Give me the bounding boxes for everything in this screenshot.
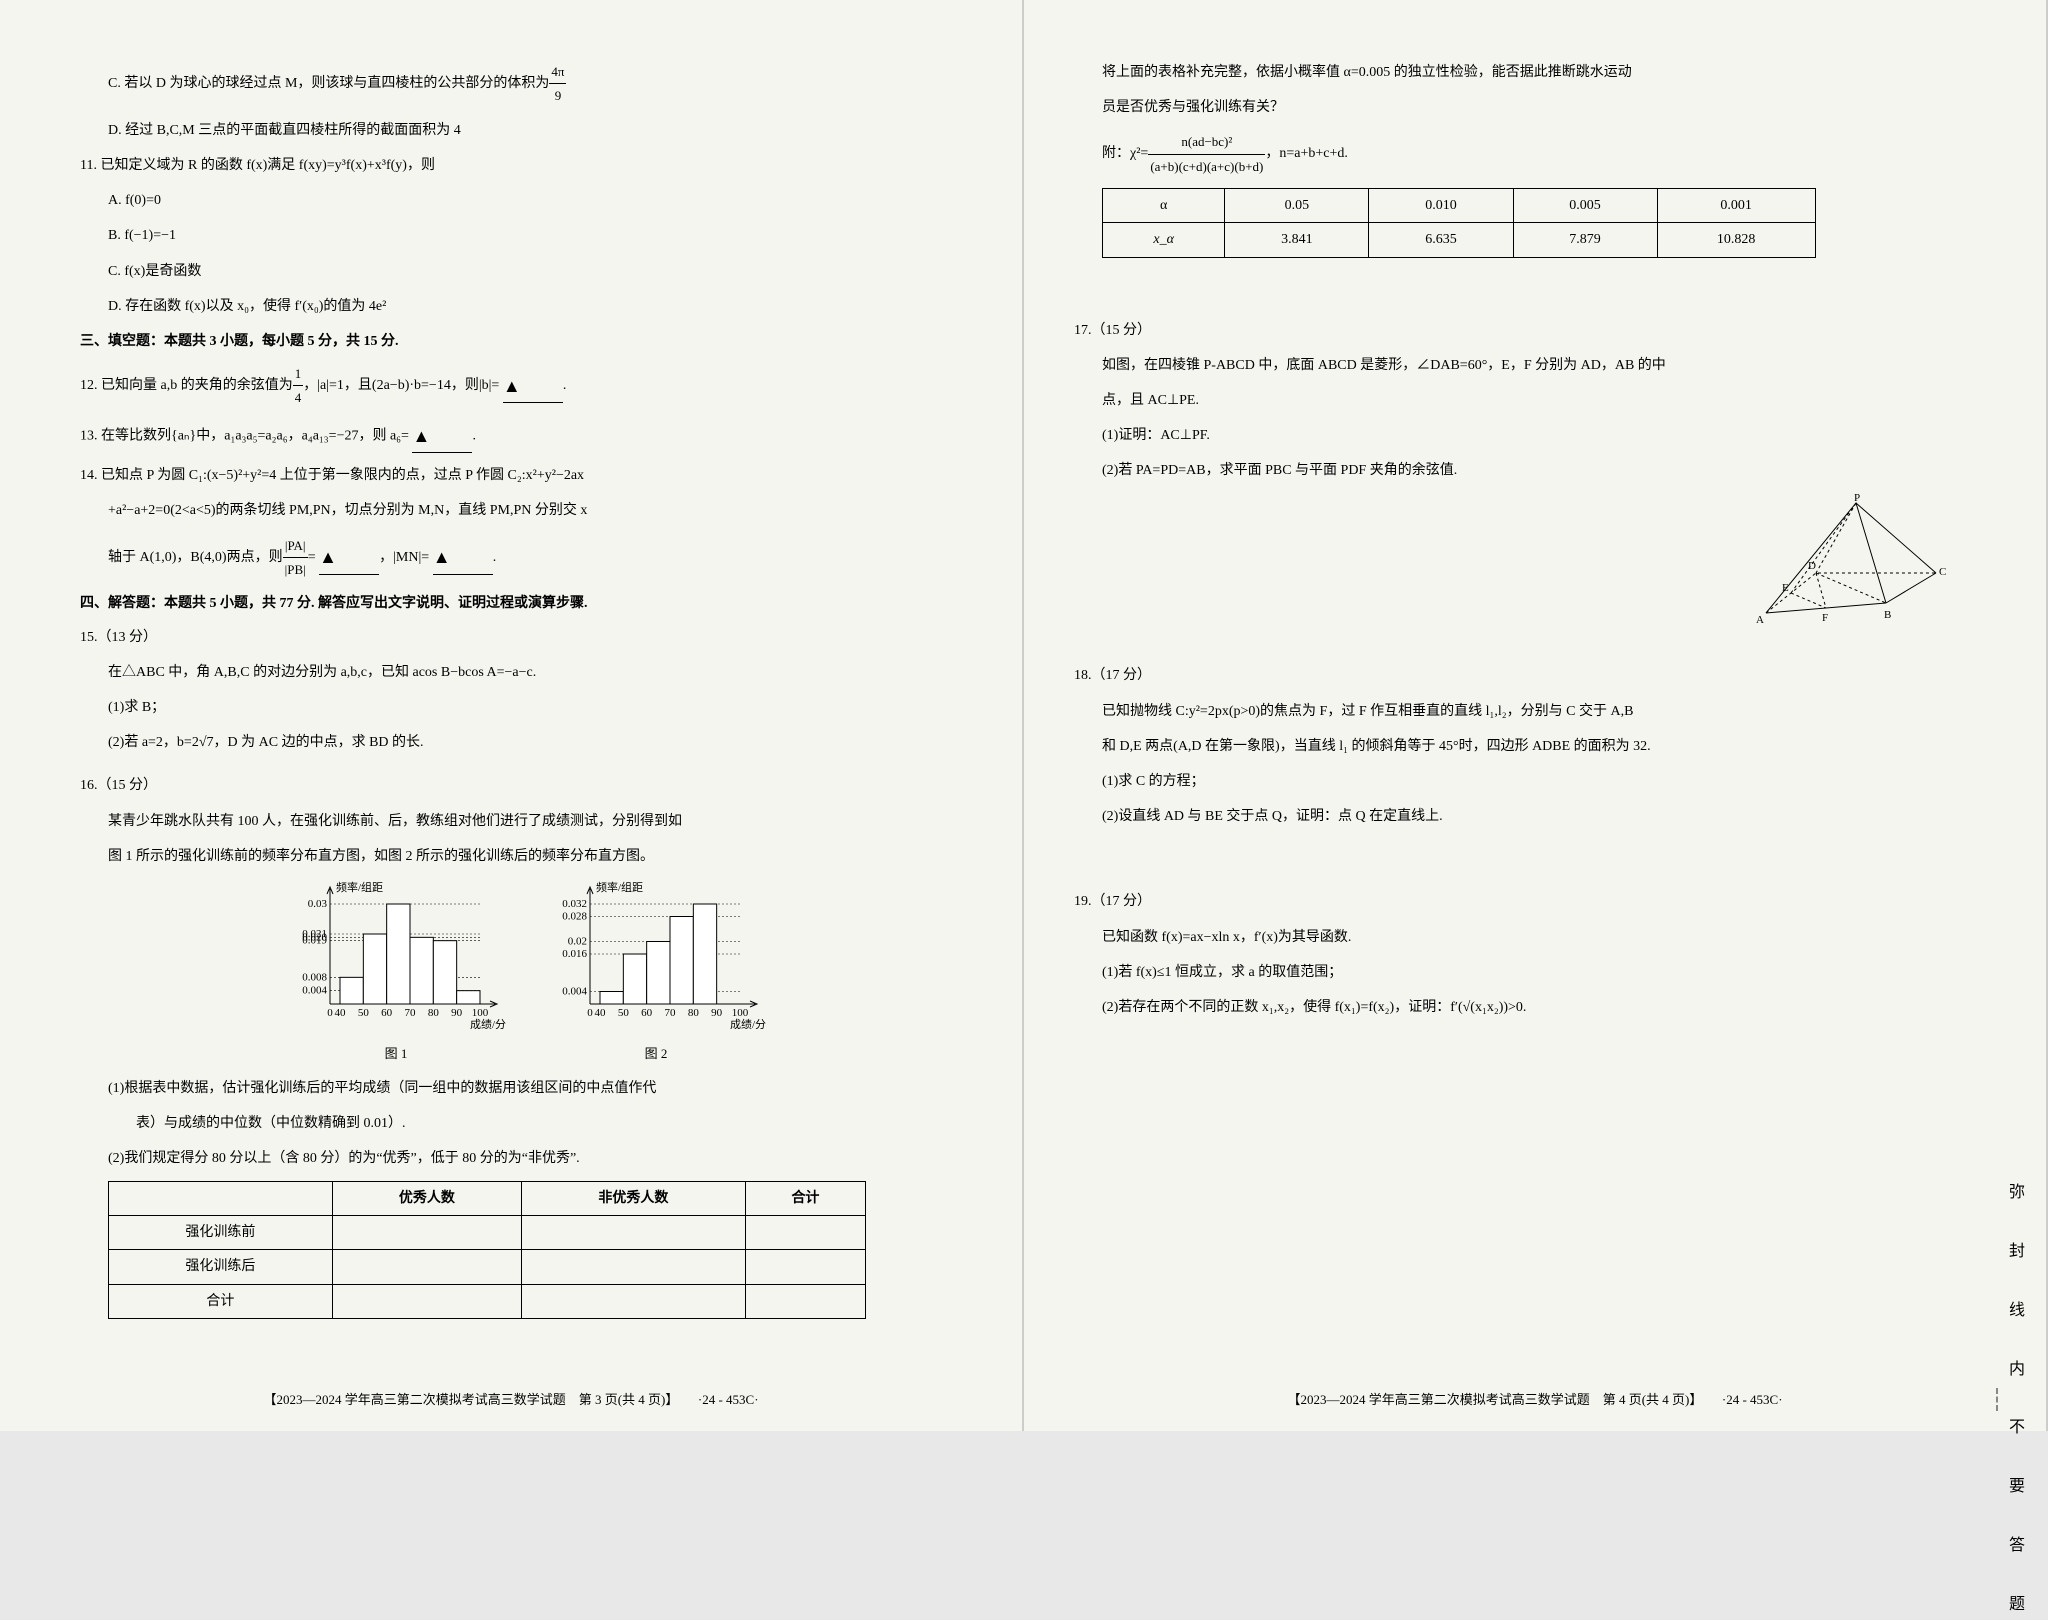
svg-text:0: 0 (587, 1007, 593, 1019)
q11-option-d: D. 存在函数 f(x)以及 x₀，使得 f′(x₀)的值为 4e² (80, 294, 972, 319)
table-row: 合计 (109, 1284, 866, 1318)
table-row: 强化训练前 (109, 1216, 866, 1250)
svg-text:0: 0 (327, 1007, 333, 1019)
q17-stem-a: 如图，在四棱锥 P-ABCD 中，底面 ABCD 是菱形，∠DAB=60°，E，… (1074, 353, 1966, 378)
q16-part1b: 表）与成绩的中位数（中位数精确到 0.01）. (80, 1111, 972, 1136)
chart-1: 0.0040.0080.0190.0200.0210.0304050607080… (286, 879, 506, 1066)
svg-text:60: 60 (381, 1007, 393, 1019)
svg-text:50: 50 (618, 1007, 630, 1019)
histogram-2-svg: 0.004 0.0160.02 0.0280.032 040 50 60 70 80 90 100… (546, 879, 766, 1029)
q15-part2: (2)若 a=2，b=2√7，D 为 AC 边的中点，求 BD 的长. (80, 730, 972, 755)
section-3-heading: 三、填空题：本题共 3 小题，每小题 5 分，共 15 分. (80, 329, 972, 354)
q18-part1: (1)求 C 的方程； (1074, 769, 1966, 794)
q17: 17.（15 分） (1074, 318, 1966, 343)
table-row: α 0.05 0.010 0.005 0.001 (1103, 189, 1816, 223)
svg-text:B: B (1884, 609, 1891, 621)
chart-2-caption: 图 2 (546, 1042, 766, 1065)
q16-stem-a: 某青少年跳水队共有 100 人，在强化训练前、后，教练组对他们进行了成绩测试，分… (80, 809, 972, 834)
q14-line3: 轴于 A(1,0)，B(4,0)两点，则|PA||PB|= ▲，|MN|= ▲. (80, 534, 972, 582)
svg-text:F: F (1822, 612, 1828, 624)
q11-option-b: B. f(−1)=−1 (80, 223, 972, 248)
q16: 16.（15 分） (80, 773, 972, 798)
svg-text:频率/组距: 频率/组距 (596, 880, 643, 894)
svg-text:80: 80 (688, 1007, 700, 1019)
svg-text:成绩/分: 成绩/分 (470, 1018, 506, 1029)
q17-stem-b: 点，且 AC⊥PE. (1074, 388, 1966, 413)
q16-cont-b: 员是否优秀与强化训练有关？ (1074, 95, 1966, 120)
q14-line1: 14. 已知点 P 为圆 C₁:(x−5)²+y²=4 上位于第一象限内的点，过… (80, 463, 972, 488)
q16-part1: (1)根据表中数据，估计强化训练后的平均成绩（同一组中的数据用该组区间的中点值作… (80, 1076, 972, 1101)
chi-formula: 附：χ²=n(ad−bc)²(a+b)(c+d)(a+c)(b+d)，n=a+b… (1074, 130, 1966, 178)
binding-rail: 弥 封 线 内 不 要 答 题 (1996, 1388, 2036, 1411)
blank-triangle-icon: ▲ (503, 370, 521, 402)
excellence-table: 优秀人数 非优秀人数 合计 强化训练前 强化训练后 合计 (108, 1181, 866, 1319)
q15-part1: (1)求 B； (80, 695, 972, 720)
table-row: 优秀人数 非优秀人数 合计 (109, 1182, 866, 1216)
section-4-heading: 四、解答题：本题共 5 小题，共 77 分. 解答应写出文字说明、证明过程或演算… (80, 591, 972, 616)
chi-square-table: α 0.05 0.010 0.005 0.001 x_α 3.841 6.635… (1102, 188, 1816, 257)
svg-text:0.004: 0.004 (562, 985, 587, 997)
svg-text:0.004: 0.004 (302, 985, 327, 997)
q17-part1: (1)证明：AC⊥PF. (1074, 423, 1966, 448)
q19-stem: 已知函数 f(x)=ax−xln x，f′(x)为其导函数. (1074, 925, 1966, 950)
q18-stem-a: 已知抛物线 C:y²=2px(p>0)的焦点为 F，过 F 作互相垂直的直线 l… (1074, 699, 1966, 724)
q11-option-c: C. f(x)是奇函数 (80, 259, 972, 284)
svg-text:80: 80 (428, 1007, 440, 1019)
svg-text:100: 100 (732, 1007, 749, 1019)
q16-cont-a: 将上面的表格补充完整，依据小概率值 α=0.005 的独立性检验，能否据此推断跳… (1074, 60, 1966, 85)
svg-text:40: 40 (335, 1007, 347, 1019)
q18-part2: (2)设直线 AD 与 BE 交于点 Q，证明：点 Q 在定直线上. (1074, 804, 1966, 829)
q19-part1: (1)若 f(x)≤1 恒成立，求 a 的取值范围； (1074, 960, 1966, 985)
q10-option-c: C. 若以 D 为球心的球经过点 M，则该球与直四棱柱的公共部分的体积为4π9 (80, 60, 972, 108)
q18: 18.（17 分） (1074, 663, 1966, 688)
q16-stem-b: 图 1 所示的强化训练前的频率分布直方图，如图 2 所示的强化训练后的频率分布直… (80, 844, 972, 869)
svg-text:0.02: 0.02 (568, 935, 587, 947)
svg-text:0.032: 0.032 (562, 898, 587, 910)
page-4-footer: 【2023—2024 学年高三第二次模拟考试高三数学试题 第 4 页(共 4 页… (1024, 1388, 2046, 1411)
q15-stem: 在△ABC 中，角 A,B,C 的对边分别为 a,b,c，已知 acos B−b… (80, 660, 972, 685)
svg-text:P: P (1854, 493, 1860, 504)
svg-text:0.008: 0.008 (302, 971, 327, 983)
svg-text:A: A (1756, 614, 1764, 626)
svg-text:0.021: 0.021 (302, 928, 327, 940)
svg-text:90: 90 (711, 1007, 723, 1019)
q12: 12. 已知向量 a,b 的夹角的余弦值为14，|a|=1，且(2a−b)·b=… (80, 362, 972, 410)
svg-text:E: E (1782, 582, 1789, 594)
q11-option-a: A. f(0)=0 (80, 188, 972, 213)
svg-text:50: 50 (358, 1007, 370, 1019)
svg-text:60: 60 (641, 1007, 653, 1019)
q16-part2: (2)我们规定得分 80 分以上（含 80 分）的为“优秀”，低于 80 分的为… (80, 1146, 972, 1171)
page-3-footer: 【2023—2024 学年高三第二次模拟考试高三数学试题 第 3 页(共 4 页… (0, 1388, 1022, 1411)
q13: 13. 在等比数列{aₙ}中，a₁a₃a₅=a₂a₆，a₄a₁₃=−27，则 a… (80, 420, 972, 453)
page-4: 将上面的表格补充完整，依据小概率值 α=0.005 的独立性检验，能否据此推断跳… (1024, 0, 2048, 1431)
q17-part2: (2)若 PA=PD=AB，求平面 PBC 与平面 PDF 夹角的余弦值. (1074, 458, 1966, 483)
svg-text:D: D (1808, 560, 1816, 572)
table-row: 强化训练后 (109, 1250, 866, 1284)
chart-1-caption: 图 1 (286, 1042, 506, 1065)
svg-text:频率/组距: 频率/组距 (336, 880, 383, 894)
histogram-pair: 0.0040.0080.0190.0200.0210.0304050607080… (80, 879, 972, 1066)
q19: 19.（17 分） (1074, 889, 1966, 914)
svg-text:C: C (1939, 566, 1946, 578)
chart-2: 0.004 0.0160.02 0.0280.032 040 50 60 70 80 90 100… (546, 879, 766, 1066)
q18-stem-b: 和 D,E 两点(A,D 在第一象限)，当直线 l₁ 的倾斜角等于 45°时，四… (1074, 734, 1966, 759)
svg-text:成绩/分: 成绩/分 (730, 1018, 766, 1029)
q14-line2: +a²−a+2=0(2<a<5)的两条切线 PM,PN，切点分别为 M,N，直线… (80, 498, 972, 523)
histogram-1-svg: 0.0040.0080.0190.0200.0210.0304050607080… (286, 879, 506, 1029)
svg-text:0.028: 0.028 (562, 910, 587, 922)
q15: 15.（13 分） (80, 625, 972, 650)
pyramid-diagram: P A B C D E F (1746, 493, 1946, 633)
svg-text:90: 90 (451, 1007, 463, 1019)
q11-stem: 11. 已知定义域为 R 的函数 f(x)满足 f(xy)=y³f(x)+x³f… (80, 153, 972, 178)
table-row: x_α 3.841 6.635 7.879 10.828 (1103, 223, 1816, 257)
page-3: C. 若以 D 为球心的球经过点 M，则该球与直四棱柱的公共部分的体积为4π9 … (0, 0, 1024, 1431)
svg-text:0.03: 0.03 (308, 898, 328, 910)
svg-text:70: 70 (405, 1007, 417, 1019)
svg-text:0.016: 0.016 (562, 948, 587, 960)
q19-part2: (2)若存在两个不同的正数 x₁,x₂，使得 f(x₁)=f(x₂)，证明：f′… (1074, 995, 1966, 1020)
svg-text:100: 100 (472, 1007, 489, 1019)
q10-option-d: D. 经过 B,C,M 三点的平面截直四棱柱所得的截面面积为 4 (80, 118, 972, 143)
svg-text:40: 40 (595, 1007, 607, 1019)
svg-text:70: 70 (665, 1007, 677, 1019)
